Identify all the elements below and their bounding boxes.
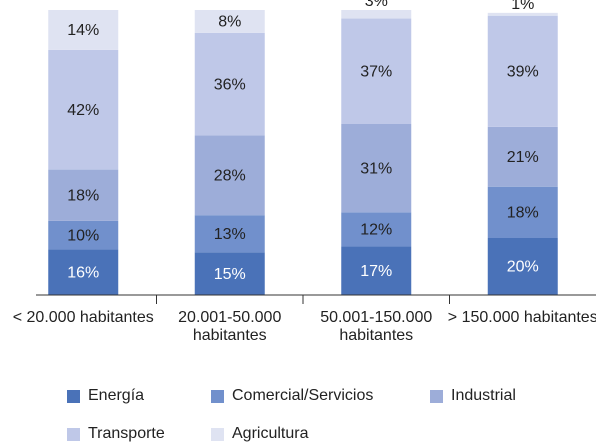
bar-segment — [487, 238, 558, 295]
bar-segment — [487, 126, 558, 187]
legend-item: Comercial/Servicios — [211, 387, 373, 405]
bar-segment — [48, 49, 119, 170]
data-label: 13% — [214, 226, 246, 243]
bar-segment — [341, 246, 412, 295]
x-tick-label: 50.001-150.000 habitantes — [320, 309, 433, 344]
data-label: 39% — [507, 63, 539, 80]
data-label: 17% — [360, 263, 392, 280]
bar-segment — [341, 18, 412, 124]
x-tick-label: < 20.000 habitantes — [12, 309, 154, 326]
x-tick-label: 20.001-50.000 habitantes — [178, 309, 282, 344]
legend-label: Industrial — [451, 387, 516, 404]
data-label: 21% — [507, 149, 539, 166]
bar-segment — [194, 215, 265, 253]
legend-swatch — [67, 389, 80, 403]
legend-label: Agricultura — [232, 425, 309, 442]
bar-segment — [194, 135, 265, 216]
bar-segment — [194, 32, 265, 136]
legend-label: Comercial/Servicios — [232, 387, 374, 404]
legend-swatch — [430, 389, 443, 403]
legend-item: Industrial — [430, 387, 516, 405]
bar-segment — [48, 220, 119, 250]
bar-segment — [48, 249, 119, 295]
data-label: 15% — [214, 266, 246, 283]
legend-swatch — [211, 389, 224, 403]
data-label: 14% — [67, 22, 99, 39]
legend-swatch — [211, 427, 224, 441]
data-label: 18% — [67, 187, 99, 204]
bar-segment — [48, 169, 119, 221]
bar-segment — [487, 15, 558, 127]
data-label: 3% — [365, 0, 388, 10]
data-label: 42% — [67, 102, 99, 119]
bar-segment — [194, 10, 265, 33]
data-label: 16% — [67, 264, 99, 281]
data-label: 31% — [360, 160, 392, 177]
data-label: 12% — [360, 222, 392, 239]
bar-segment — [341, 10, 412, 19]
data-label: 1% — [511, 0, 534, 13]
legend-label: Transporte — [88, 425, 165, 442]
bar-segment — [341, 212, 412, 247]
bar-segment — [48, 10, 119, 50]
legend-label: Energía — [88, 387, 145, 404]
bar-segment — [341, 124, 412, 213]
data-label: 10% — [67, 227, 99, 244]
data-label: 36% — [214, 76, 246, 93]
x-tick-label: > 150.000 habitantes — [447, 309, 596, 326]
legend-item: Transporte — [67, 425, 165, 443]
bar-segment — [487, 12, 558, 16]
legend-item: Agricultura — [211, 425, 308, 443]
data-label: 37% — [360, 63, 392, 80]
bar-segment — [487, 186, 558, 238]
legend-item: Energía — [67, 387, 144, 405]
bar-segment — [194, 252, 265, 295]
data-label: 8% — [218, 14, 241, 31]
legend-swatch — [67, 427, 80, 441]
data-label: 20% — [507, 259, 539, 276]
data-label: 18% — [507, 205, 539, 222]
data-label: 28% — [214, 168, 246, 185]
